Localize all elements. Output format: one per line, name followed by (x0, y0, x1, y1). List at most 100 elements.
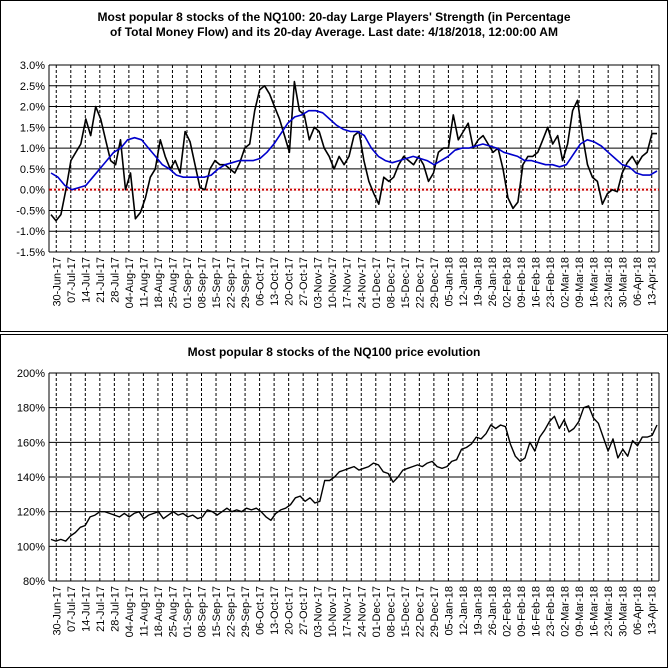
x-tick-label: 16-Feb-18 (531, 586, 543, 637)
zero-line-marker (160, 188, 162, 191)
zero-line-marker (136, 188, 138, 191)
x-tick-label: 06-Oct-17 (255, 586, 267, 635)
x-tick-label: 14-Jul-17 (80, 257, 92, 303)
x-tick-label: 01-Sep-17 (182, 257, 194, 308)
zero-line-marker (476, 188, 478, 191)
zero-line-marker (328, 188, 330, 191)
zero-line-marker (324, 188, 326, 191)
zero-line-marker (140, 188, 142, 191)
x-tick-label: 07-Jul-17 (66, 257, 78, 303)
zero-line-marker (84, 188, 86, 191)
x-tick-label: 22-Dec-17 (414, 586, 426, 637)
y-tick-label: 160% (17, 437, 45, 449)
x-tick-label: 16-Feb-18 (531, 257, 543, 308)
zero-line-marker (556, 188, 558, 191)
x-tick-label: 08-Sep-17 (197, 257, 209, 308)
zero-line-marker (196, 188, 198, 191)
y-tick-label: 2.5% (20, 81, 45, 93)
x-tick-label: 24-Nov-17 (356, 586, 368, 637)
y-tick-label: 80% (23, 576, 45, 588)
zero-line-marker (448, 188, 450, 191)
x-tick-label: 09-Feb-18 (516, 586, 528, 637)
x-tick-label: 15-Sep-17 (211, 586, 223, 637)
zero-line-marker (148, 188, 150, 191)
x-tick-label: 23-Feb-18 (545, 586, 557, 637)
x-tick-label: 19-Jan-18 (472, 586, 484, 636)
zero-line-marker (336, 188, 338, 191)
zero-line-marker (416, 188, 418, 191)
zero-line-marker (544, 188, 546, 191)
zero-line-marker (408, 188, 410, 191)
zero-line-marker (496, 188, 498, 191)
zero-line-marker (308, 188, 310, 191)
zero-line-marker (464, 188, 466, 191)
zero-line-marker (76, 188, 78, 191)
zero-line-marker (104, 188, 106, 191)
x-tick-label: 22-Dec-17 (414, 257, 426, 308)
zero-line-marker (268, 188, 270, 191)
x-tick-label: 05-Jan-18 (443, 257, 455, 307)
x-tick-label: 09-Feb-18 (516, 257, 528, 308)
zero-line-marker (240, 188, 242, 191)
x-tick-label: 05-Jan-18 (443, 586, 455, 636)
zero-line-marker (532, 188, 534, 191)
x-tick-label: 27-Oct-17 (298, 586, 310, 635)
zero-line-marker (88, 188, 90, 191)
zero-line-marker (360, 188, 362, 191)
x-tick-label: 22-Sep-17 (226, 586, 238, 637)
zero-line-marker (420, 188, 422, 191)
zero-line-marker (652, 188, 654, 191)
zero-line-marker (228, 188, 230, 191)
zero-line-marker (440, 188, 442, 191)
x-tick-label: 10-Nov-17 (327, 257, 339, 308)
zero-line-marker (460, 188, 462, 191)
zero-line-marker (648, 188, 650, 191)
zero-line-marker (492, 188, 494, 191)
zero-line-marker (280, 188, 282, 191)
x-tick-label: 14-Jul-17 (80, 586, 92, 632)
zero-line-marker (224, 188, 226, 191)
x-tick-label: 29-Dec-17 (429, 257, 441, 308)
zero-line-marker (352, 188, 354, 191)
zero-line-marker (68, 188, 70, 191)
x-tick-label: 16-Mar-18 (589, 586, 601, 637)
zero-line-marker (580, 188, 582, 191)
zero-line-marker (356, 188, 358, 191)
y-tick-label: 2.0% (20, 102, 45, 114)
x-tick-label: 21-Jul-17 (95, 257, 107, 303)
x-tick-label: 08-Dec-17 (385, 257, 397, 308)
zero-line-marker (256, 188, 258, 191)
x-tick-label: 21-Jul-17 (95, 586, 107, 632)
x-tick-label: 18-Aug-17 (153, 257, 165, 308)
x-tick-label: 15-Dec-17 (400, 257, 412, 308)
x-tick-label: 29-Sep-17 (240, 586, 252, 637)
x-tick-label: 16-Mar-18 (589, 257, 601, 308)
y-tick-label: 3.0% (20, 60, 45, 72)
zero-line-marker (332, 188, 334, 191)
zero-line-marker (504, 188, 506, 191)
x-tick-label: 06-Apr-18 (632, 257, 644, 306)
zero-line-marker (628, 188, 630, 191)
x-tick-label: 12-Jan-18 (458, 586, 470, 636)
x-tick-label: 12-Jan-18 (458, 257, 470, 307)
zero-line-marker (472, 188, 474, 191)
y-tick-label: 100% (17, 541, 45, 553)
zero-line-marker (644, 188, 646, 191)
zero-line-marker (636, 188, 638, 191)
zero-line-marker (80, 188, 82, 191)
zero-line-marker (220, 188, 222, 191)
y-tick-label: 140% (17, 472, 45, 484)
zero-line-marker (552, 188, 554, 191)
x-tick-label: 13-Oct-17 (269, 586, 281, 635)
zero-line-marker (456, 188, 458, 191)
y-tick-label: 0.5% (20, 164, 45, 176)
zero-line-marker (452, 188, 454, 191)
zero-line-marker (180, 188, 182, 191)
x-tick-label: 22-Sep-17 (226, 257, 238, 308)
zero-line-marker (128, 188, 130, 191)
x-tick-label: 11-Aug-17 (138, 257, 150, 308)
zero-line-marker (192, 188, 194, 191)
x-tick-label: 04-Aug-17 (124, 257, 136, 308)
x-tick-label: 29-Dec-17 (429, 586, 441, 637)
zero-line-marker (340, 188, 342, 191)
